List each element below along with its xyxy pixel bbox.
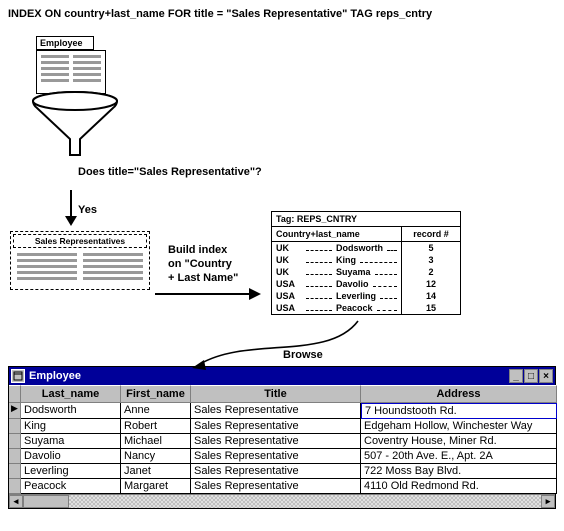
column-header[interactable]: Address: [361, 385, 557, 403]
grid-cell[interactable]: Robert: [121, 419, 191, 434]
close-button[interactable]: ×: [539, 369, 553, 383]
row-selector[interactable]: [9, 449, 21, 464]
tag-table-caption: Tag: REPS_CNTRY: [272, 212, 460, 227]
right-arrow-icon: [153, 284, 263, 304]
column-header[interactable]: Last_name: [21, 385, 121, 403]
row-selector[interactable]: [9, 464, 21, 479]
row-selector-header: [9, 385, 21, 403]
build-index-label: Build index on "Country + Last Name": [168, 244, 238, 285]
row-selector[interactable]: [9, 434, 21, 449]
grid-cell[interactable]: 7 Houndstooth Rd.: [361, 403, 557, 419]
tag-table-row: UKSuyama2: [272, 266, 460, 278]
grid-cell[interactable]: Edgeham Hollow, Winchester Way: [361, 419, 557, 434]
system-menu-icon[interactable]: [11, 369, 25, 383]
decision-label: Does title="Sales Representative"?: [78, 166, 262, 178]
employee-source-box: Employee: [36, 36, 106, 94]
grid-cell[interactable]: 4110 Old Redmond Rd.: [361, 479, 557, 494]
grid-cell[interactable]: Coventry House, Miner Rd.: [361, 434, 557, 449]
column-header[interactable]: Title: [191, 385, 361, 403]
scroll-track[interactable]: [23, 495, 541, 508]
browse-window: Employee _ □ × Last_nameFirst_nameTitleA…: [8, 366, 556, 509]
grid-cell[interactable]: 507 - 20th Ave. E., Apt. 2A: [361, 449, 557, 464]
minimize-button[interactable]: _: [509, 369, 523, 383]
tag-table-row: UKDodsworth5: [272, 242, 460, 254]
employee-data-sheet: [36, 50, 106, 94]
tag-table-row: USAPeacock15: [272, 302, 460, 314]
grid-cell[interactable]: Suyama: [21, 434, 121, 449]
grid-cell[interactable]: King: [21, 419, 121, 434]
index-command-heading: INDEX ON country+last_name FOR title = "…: [8, 8, 556, 20]
diagram-area: Employee Does title="Sales Representativ…: [8, 26, 556, 366]
employee-box-title: Employee: [36, 36, 94, 50]
tag-col-key-header: Country+last_name: [272, 227, 402, 241]
index-tag-table: Tag: REPS_CNTRY Country+last_name record…: [271, 211, 461, 315]
tag-table-row: USALeverling14: [272, 290, 460, 302]
grid-cell[interactable]: Michael: [121, 434, 191, 449]
tag-col-recno-header: record #: [402, 227, 460, 241]
grid-cell[interactable]: Sales Representative: [191, 434, 361, 449]
yes-label: Yes: [78, 204, 97, 216]
grid-cell[interactable]: Margaret: [121, 479, 191, 494]
grid-cell[interactable]: Davolio: [21, 449, 121, 464]
grid-cell[interactable]: Peacock: [21, 479, 121, 494]
scroll-thumb[interactable]: [23, 495, 69, 508]
grid-cell[interactable]: Sales Representative: [191, 479, 361, 494]
tag-table-body: UKDodsworth5UKKing3UKSuyama2USADavolio12…: [272, 242, 460, 314]
scroll-left-button[interactable]: ◂: [9, 495, 23, 508]
browse-label: Browse: [283, 349, 323, 361]
column-header[interactable]: First_name: [121, 385, 191, 403]
row-selector[interactable]: [9, 419, 21, 434]
sales-reps-title: Sales Representatives: [13, 234, 147, 248]
grid-cell[interactable]: Nancy: [121, 449, 191, 464]
row-selector[interactable]: [9, 479, 21, 494]
grid-cell[interactable]: Leverling: [21, 464, 121, 479]
browse-curve-arrow-icon: [188, 316, 368, 371]
browse-window-title: Employee: [29, 370, 509, 382]
row-selector[interactable]: ▶: [9, 403, 21, 419]
scroll-right-button[interactable]: ▸: [541, 495, 555, 508]
grid-cell[interactable]: Dodsworth: [21, 403, 121, 419]
horizontal-scrollbar[interactable]: ◂ ▸: [9, 494, 555, 508]
funnel-icon: [30, 91, 120, 156]
grid-cell[interactable]: Sales Representative: [191, 464, 361, 479]
tag-table-row: USADavolio12: [272, 278, 460, 290]
sales-reps-filtered-box: Sales Representatives: [10, 231, 150, 290]
grid-cell[interactable]: Anne: [121, 403, 191, 419]
maximize-button[interactable]: □: [524, 369, 538, 383]
grid-cell[interactable]: Sales Representative: [191, 449, 361, 464]
grid-cell[interactable]: Janet: [121, 464, 191, 479]
grid-cell[interactable]: Sales Representative: [191, 403, 361, 419]
grid-cell[interactable]: 722 Moss Bay Blvd.: [361, 464, 557, 479]
tag-table-row: UKKing3: [272, 254, 460, 266]
browse-grid[interactable]: Last_nameFirst_nameTitleAddress ▶Dodswort…: [9, 385, 555, 494]
grid-cell[interactable]: Sales Representative: [191, 419, 361, 434]
